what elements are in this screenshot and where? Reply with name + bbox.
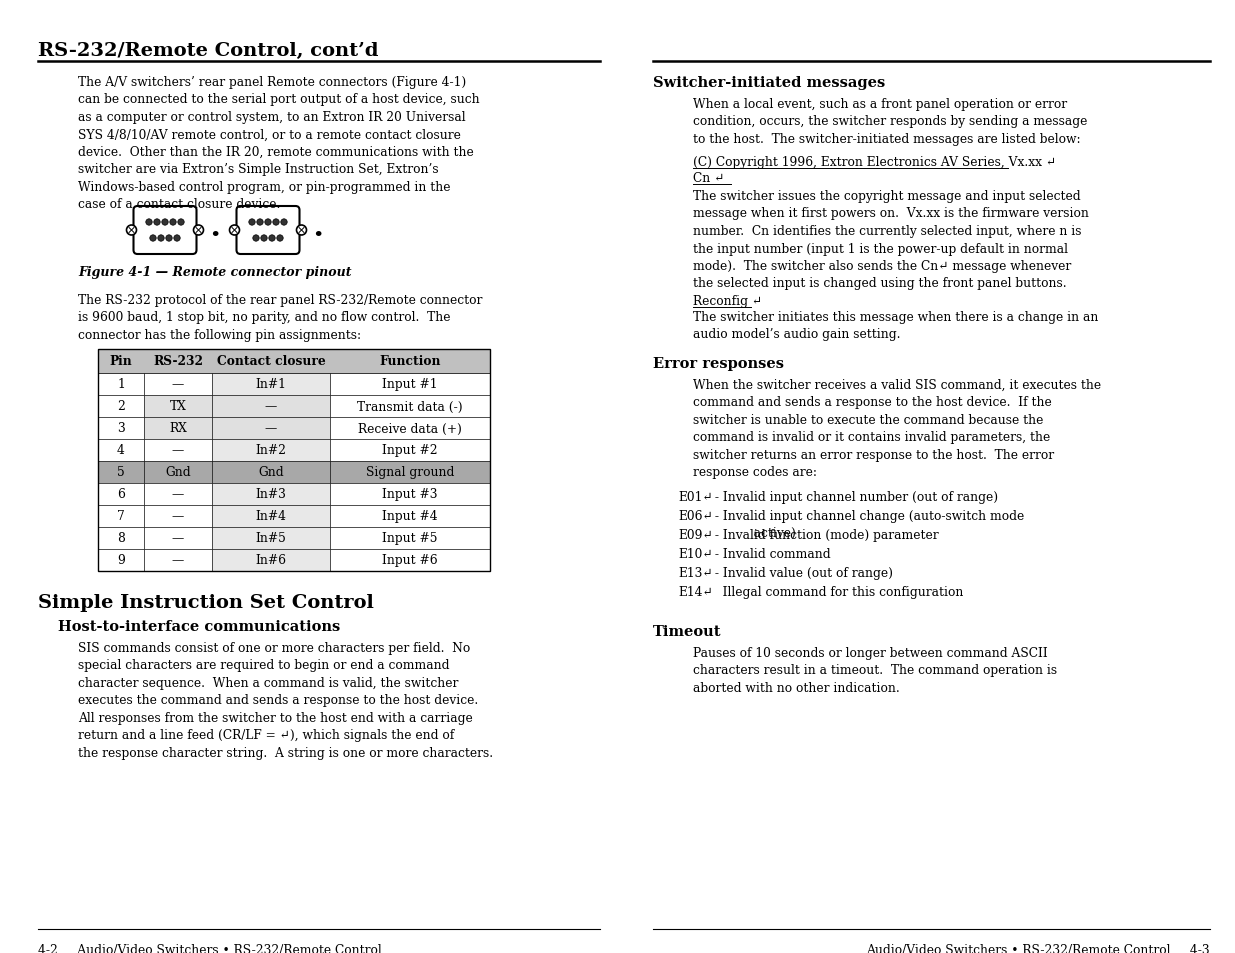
Text: 9: 9 <box>117 554 125 567</box>
Text: 4-2     Audio/Video Switchers • RS-232/Remote Control: 4-2 Audio/Video Switchers • RS-232/Remot… <box>38 943 382 953</box>
Text: The switcher issues the copyright message and input selected
message when it fir: The switcher issues the copyright messag… <box>693 190 1089 291</box>
Text: 1: 1 <box>117 378 125 391</box>
Bar <box>330 550 490 572</box>
Text: Switcher-initiated messages: Switcher-initiated messages <box>653 76 885 90</box>
FancyBboxPatch shape <box>236 207 300 254</box>
Text: Input #1: Input #1 <box>383 378 437 391</box>
Bar <box>144 483 212 505</box>
Text: Error responses: Error responses <box>653 356 784 371</box>
Text: Reconfig ↵: Reconfig ↵ <box>693 294 762 308</box>
Text: In#6: In#6 <box>256 554 287 567</box>
Circle shape <box>169 219 177 226</box>
Circle shape <box>194 226 204 235</box>
Text: - Invalid input channel change (auto-switch mode
           active): - Invalid input channel change (auto-swi… <box>711 510 1024 539</box>
Bar <box>330 461 490 483</box>
Text: Input #3: Input #3 <box>383 488 437 501</box>
Circle shape <box>264 219 272 226</box>
Bar <box>330 505 490 527</box>
Bar <box>98 395 144 417</box>
Circle shape <box>149 235 156 242</box>
Text: The RS-232 protocol of the rear panel RS-232/Remote connector
is 9600 baud, 1 st: The RS-232 protocol of the rear panel RS… <box>78 294 483 341</box>
Text: —: — <box>172 532 184 545</box>
Bar <box>144 527 212 550</box>
Circle shape <box>146 219 152 226</box>
Text: In#1: In#1 <box>256 378 287 391</box>
Text: The A/V switchers’ rear panel Remote connectors (Figure 4-1)
can be connected to: The A/V switchers’ rear panel Remote con… <box>78 76 479 212</box>
Bar <box>330 527 490 550</box>
Text: - Invalid input channel number (out of range): - Invalid input channel number (out of r… <box>711 491 998 503</box>
Text: E06↵: E06↵ <box>678 510 713 522</box>
Text: Pauses of 10 seconds or longer between command ASCII
characters result in a time: Pauses of 10 seconds or longer between c… <box>693 646 1057 695</box>
Text: RX: RX <box>169 422 186 435</box>
Text: In#2: In#2 <box>256 444 287 457</box>
Text: E13↵: E13↵ <box>678 566 713 579</box>
Bar <box>144 417 212 439</box>
Text: (C) Copyright 1996, Extron Electronics AV Series, Vx.xx ↵: (C) Copyright 1996, Extron Electronics A… <box>693 156 1056 169</box>
Text: Pin: Pin <box>110 355 132 368</box>
FancyBboxPatch shape <box>133 207 196 254</box>
Bar <box>330 374 490 395</box>
Bar <box>212 374 330 395</box>
Bar <box>212 550 330 572</box>
Bar <box>98 439 144 461</box>
Bar <box>212 461 330 483</box>
Text: 5: 5 <box>117 466 125 479</box>
Bar <box>212 483 330 505</box>
Text: E01↵: E01↵ <box>678 491 713 503</box>
Text: 7: 7 <box>117 510 125 523</box>
Text: RS-232: RS-232 <box>153 355 203 368</box>
Text: Cn ↵: Cn ↵ <box>693 172 725 185</box>
Circle shape <box>154 219 161 226</box>
Text: Signal ground: Signal ground <box>366 466 454 479</box>
Bar <box>144 395 212 417</box>
Circle shape <box>248 219 256 226</box>
Bar <box>330 439 490 461</box>
Bar <box>98 374 144 395</box>
Bar <box>98 350 490 572</box>
Text: Host-to-interface communications: Host-to-interface communications <box>58 619 341 634</box>
Circle shape <box>174 235 180 242</box>
Text: 4: 4 <box>117 444 125 457</box>
Text: SIS commands consist of one or more characters per field.  No
special characters: SIS commands consist of one or more char… <box>78 641 493 760</box>
Text: Contact closure: Contact closure <box>216 355 325 368</box>
Bar <box>144 439 212 461</box>
Bar <box>98 505 144 527</box>
Text: 6: 6 <box>117 488 125 501</box>
Text: TX: TX <box>169 400 186 413</box>
Text: —: — <box>172 510 184 523</box>
Text: Function: Function <box>379 355 441 368</box>
Text: Input #2: Input #2 <box>382 444 438 457</box>
Bar <box>98 550 144 572</box>
Text: —: — <box>172 488 184 501</box>
Circle shape <box>158 235 164 242</box>
Text: When a local event, such as a front panel operation or error
condition, occurs, : When a local event, such as a front pane… <box>693 98 1087 146</box>
Circle shape <box>230 226 240 235</box>
Bar <box>98 527 144 550</box>
Circle shape <box>162 219 168 226</box>
Bar <box>330 417 490 439</box>
Bar <box>98 417 144 439</box>
Text: 3: 3 <box>117 422 125 435</box>
Text: Illegal command for this configuration: Illegal command for this configuration <box>711 585 963 598</box>
Text: —: — <box>172 378 184 391</box>
Text: E14↵: E14↵ <box>678 585 713 598</box>
Text: In#4: In#4 <box>256 510 287 523</box>
Bar <box>330 483 490 505</box>
Bar <box>212 417 330 439</box>
Circle shape <box>126 226 137 235</box>
Bar <box>212 505 330 527</box>
Text: The switcher initiates this message when there is a change in an
audio model’s a: The switcher initiates this message when… <box>693 311 1098 341</box>
Circle shape <box>273 219 279 226</box>
Bar <box>330 395 490 417</box>
Circle shape <box>261 235 267 242</box>
Text: Gnd: Gnd <box>165 466 191 479</box>
Text: Simple Instruction Set Control: Simple Instruction Set Control <box>38 594 374 612</box>
Circle shape <box>269 235 275 242</box>
Text: Receive data (+): Receive data (+) <box>358 422 462 435</box>
Text: When the switcher receives a valid SIS command, it executes the
command and send: When the switcher receives a valid SIS c… <box>693 378 1102 479</box>
Bar <box>212 439 330 461</box>
Text: E10↵: E10↵ <box>678 547 713 560</box>
Circle shape <box>253 235 259 242</box>
Circle shape <box>296 226 306 235</box>
Bar <box>144 374 212 395</box>
